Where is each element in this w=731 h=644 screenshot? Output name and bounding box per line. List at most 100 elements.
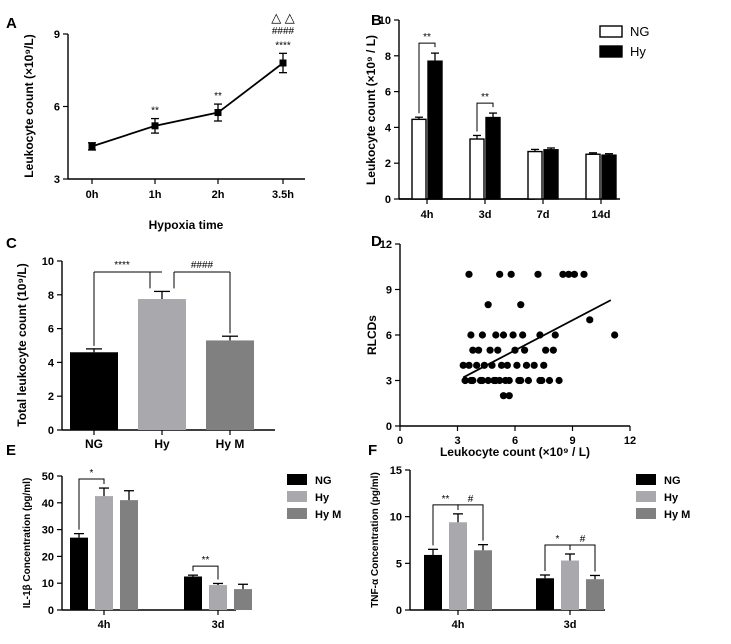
panel-b-bar-hy bbox=[601, 154, 617, 200]
panel-d-xtick-label: 3 bbox=[454, 435, 460, 447]
panel-d-data-point bbox=[465, 361, 473, 369]
panel-d-data-point bbox=[490, 376, 498, 385]
panel-b-ytick-label: 8 bbox=[385, 51, 391, 63]
panel-f-bar-hy-m bbox=[586, 579, 604, 610]
panel-f-ytick-label: 0 bbox=[396, 605, 402, 617]
panel-e-significance-label: * bbox=[90, 468, 94, 479]
panel-c-ytick-label: 6 bbox=[48, 324, 54, 336]
panel-b-bar-ng bbox=[527, 150, 543, 200]
panel-label-e: E bbox=[6, 442, 16, 459]
panel-b-bar-hy bbox=[427, 60, 443, 200]
panel-c-y-axis-label: Total leukocyte count (10⁹/L) bbox=[15, 263, 29, 427]
panel-d-data-point bbox=[542, 346, 550, 354]
panel-f-legend-label: Hy bbox=[664, 492, 679, 504]
panel-d-trendline bbox=[462, 299, 612, 379]
panel-c-ytick-label: 8 bbox=[48, 290, 54, 302]
panel-d-data-point bbox=[467, 331, 475, 339]
panel-b-bar-ng bbox=[411, 118, 427, 200]
panel-d-data-point bbox=[534, 270, 542, 278]
panel-f-bar-ng bbox=[424, 554, 442, 610]
panel-d-data-point bbox=[473, 361, 481, 369]
panel-b-xtick-label: 14d bbox=[592, 209, 611, 221]
panel-e-legend-swatch bbox=[287, 474, 307, 485]
panel-b-xtick-label: 7d bbox=[537, 209, 550, 221]
panel-d-data-point bbox=[461, 376, 469, 385]
panel-e-significance-bracket bbox=[192, 565, 219, 580]
panel-c-ytick-label: 4 bbox=[48, 357, 55, 369]
panel-a-significance-label: ** bbox=[151, 106, 159, 117]
panel-a-y-axis-label: Leukocyte count (×10⁹/L) bbox=[22, 34, 36, 177]
panel-b-xtick-label: 4h bbox=[421, 209, 434, 221]
panel-d-x-axis-label: Leukocyte count (×10⁹ / L) bbox=[440, 445, 590, 459]
panel-d-data-point bbox=[586, 316, 594, 324]
panel-e-legend-label: Hy bbox=[315, 492, 330, 504]
panel-c-bar-hy bbox=[138, 299, 186, 430]
panel-e-bar-hy-m bbox=[234, 589, 252, 610]
panel-d-ytick-label: 3 bbox=[386, 376, 392, 388]
panel-d-xtick-label: 6 bbox=[512, 435, 518, 447]
panel-f-xtick-label: 4h bbox=[452, 619, 465, 631]
panel-f-xtick-label: 3d bbox=[564, 619, 577, 631]
panel-f-ytick-label: 10 bbox=[390, 512, 402, 524]
panel-d-data-point bbox=[496, 270, 504, 278]
panel-d-ytick-label: 9 bbox=[386, 285, 392, 297]
panel-e-xtick-label: 3d bbox=[212, 619, 225, 631]
panel-b-ytick-label: 4 bbox=[385, 122, 392, 134]
panel-label-b: B bbox=[371, 12, 382, 29]
panel-f-bar-hy bbox=[561, 560, 579, 610]
panel-d-data-point bbox=[559, 270, 567, 278]
panel-d-data-point bbox=[507, 270, 515, 278]
panel-e-bar-hy bbox=[209, 585, 227, 610]
panel-d-data-point bbox=[565, 270, 573, 278]
panel-a-xtick-label: 1h bbox=[149, 189, 162, 201]
panel-b-significance-bracket bbox=[418, 42, 436, 114]
panel-e-ytick-label: 20 bbox=[42, 551, 54, 563]
panel-c-bar-hy-m bbox=[206, 340, 254, 430]
panel-d-data-point bbox=[499, 331, 508, 339]
panel-d-data-point bbox=[524, 376, 533, 385]
panel-d-data-point bbox=[522, 361, 531, 369]
panel-d-data-point bbox=[503, 361, 511, 369]
panel-b-legend-label: NG bbox=[630, 24, 650, 39]
panel-d-data-point bbox=[478, 331, 487, 339]
panel-f-legend-swatch bbox=[636, 508, 656, 519]
panel-d-data-point bbox=[494, 346, 502, 354]
panel-label-a: A bbox=[6, 15, 17, 32]
panel-d-data-point bbox=[549, 346, 557, 354]
panel-e-legend-swatch bbox=[287, 508, 307, 519]
panel-d-data-point bbox=[484, 376, 492, 385]
panel-e-legend-swatch bbox=[287, 491, 307, 502]
panel-c-xtick-label: Hy bbox=[154, 437, 170, 451]
panel-d-y-axis-label: RLCDs bbox=[365, 315, 379, 355]
panel-d-ytick-label: 6 bbox=[386, 330, 392, 342]
panel-c-xtick-label: Hy M bbox=[216, 437, 245, 451]
panel-b-y-axis-label: Leukocyte count (×10⁹ / L) bbox=[364, 35, 378, 185]
panel-f-legend-swatch bbox=[636, 491, 656, 502]
panel-f-bar-ng bbox=[536, 578, 554, 610]
panel-f-significance-label: * bbox=[556, 534, 560, 545]
panel-c-significance-label: **** bbox=[114, 260, 130, 271]
panel-d-data-point bbox=[580, 270, 588, 278]
panel-a-ytick-label: 3 bbox=[54, 174, 60, 186]
panel-b-bar-ng bbox=[585, 153, 601, 200]
panel-label-c: C bbox=[6, 235, 17, 252]
panel-a-data-point bbox=[279, 59, 287, 67]
panel-f-ytick-label: 5 bbox=[396, 558, 402, 570]
panel-d-data-point bbox=[520, 346, 529, 354]
panel-c-significance-label: #### bbox=[191, 260, 214, 271]
panel-e-ytick-label: 30 bbox=[42, 525, 54, 537]
panel-f-legend-swatch bbox=[636, 474, 656, 485]
panel-e-ytick-label: 0 bbox=[48, 605, 54, 617]
panel-b-legend-swatch bbox=[599, 45, 623, 58]
panel-d-data-point bbox=[530, 361, 538, 369]
panel-e-ytick-label: 50 bbox=[42, 471, 54, 483]
panel-b-bar-hy bbox=[543, 149, 559, 200]
panel-b-xtick-label: 3d bbox=[479, 209, 492, 221]
panel-b-ytick-label: 0 bbox=[385, 194, 391, 206]
panel-b-ytick-label: 2 bbox=[385, 158, 391, 170]
panel-d-data-point bbox=[478, 376, 487, 385]
panel-b-significance-label: ** bbox=[423, 32, 431, 43]
panel-b-significance-label: ** bbox=[481, 92, 489, 103]
panel-d-data-point bbox=[509, 331, 517, 339]
